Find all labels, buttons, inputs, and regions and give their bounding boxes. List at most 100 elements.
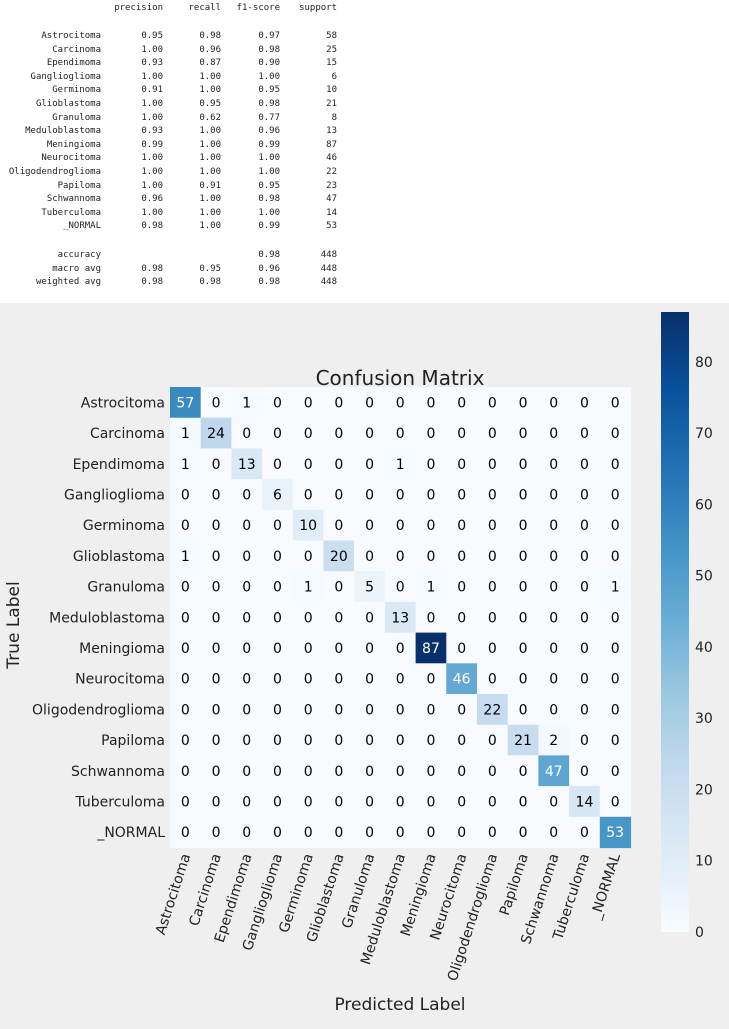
report-row-recall: 1.00 bbox=[199, 139, 221, 150]
report-summary-support: 448 bbox=[320, 263, 337, 274]
heatmap-cell-value: 0 bbox=[396, 518, 405, 534]
heatmap-cell bbox=[323, 601, 355, 634]
heatmap-cell bbox=[262, 540, 294, 572]
report-row-label: Granuloma bbox=[52, 112, 101, 123]
heatmap-cell-value: 0 bbox=[488, 487, 497, 503]
report-summary-precision: 0.98 bbox=[141, 277, 163, 288]
heatmap-cell bbox=[384, 417, 417, 449]
heatmap-cell bbox=[477, 816, 509, 849]
report-row-label: _NORMAL bbox=[63, 221, 101, 232]
heatmap-cell bbox=[354, 663, 386, 695]
heatmap-cell bbox=[262, 479, 294, 511]
heatmap-cell bbox=[538, 816, 570, 849]
heatmap-cell bbox=[569, 601, 601, 634]
report-summary-support: 448 bbox=[320, 277, 337, 288]
heatmap-cell bbox=[538, 724, 570, 756]
heatmap-cell-value: 0 bbox=[488, 764, 497, 780]
heatmap-cell-value: 0 bbox=[426, 672, 435, 688]
heatmap-cell bbox=[292, 417, 325, 449]
heatmap-cell bbox=[384, 724, 417, 756]
heatmap-cell-value: 0 bbox=[273, 641, 282, 657]
heatmap-cell bbox=[262, 694, 294, 726]
heatmap-cell-value: 0 bbox=[304, 702, 313, 718]
heatmap-cell bbox=[170, 479, 202, 511]
heatmap-cell bbox=[200, 663, 232, 695]
heatmap-cell-value: 0 bbox=[457, 487, 466, 503]
report-row-label: Astrocitoma bbox=[41, 31, 101, 41]
heatmap-cell bbox=[292, 509, 325, 542]
heatmap-cell-value: 0 bbox=[580, 672, 589, 688]
heatmap-cell bbox=[262, 387, 294, 419]
report-row-support: 53 bbox=[326, 221, 337, 232]
heatmap-cell bbox=[477, 417, 509, 449]
heatmap-cell-value: 0 bbox=[396, 426, 405, 442]
heatmap-cell-value: 0 bbox=[273, 702, 282, 718]
report-row-label: Germinoma bbox=[52, 85, 101, 96]
row-tick-label: Carcinoma bbox=[90, 426, 165, 442]
heatmap-cell-value: 0 bbox=[519, 794, 528, 810]
report-row-label: Ependimoma bbox=[46, 58, 101, 69]
heatmap-cell bbox=[477, 601, 509, 634]
heatmap-cell bbox=[292, 387, 325, 419]
heatmap-cell-value: 0 bbox=[273, 672, 282, 688]
heatmap-cell-value: 0 bbox=[426, 794, 435, 810]
heatmap-cell bbox=[354, 816, 386, 849]
heatmap-cell-value: 0 bbox=[519, 426, 528, 442]
report-row-precision: 1.00 bbox=[141, 167, 163, 177]
heatmap-cell-value: 0 bbox=[273, 825, 282, 841]
heatmap-cell bbox=[415, 694, 447, 726]
report-row-recall: 0.96 bbox=[199, 44, 221, 55]
heatmap-cell-value: 0 bbox=[212, 549, 221, 565]
heatmap-cell-value: 0 bbox=[181, 702, 190, 718]
report-row-precision: 0.93 bbox=[141, 58, 163, 69]
heatmap-cell bbox=[354, 417, 386, 449]
heatmap-cell-value: 0 bbox=[273, 395, 282, 411]
heatmap-cell-value: 0 bbox=[426, 518, 435, 534]
heatmap-cell-value: 0 bbox=[488, 641, 497, 657]
colorbar bbox=[661, 312, 689, 932]
heatmap-cell-value: 0 bbox=[212, 794, 221, 810]
heatmap-cell-value: 0 bbox=[519, 764, 528, 780]
report-row-support: 23 bbox=[326, 180, 337, 191]
report-summary-label: weighted avg bbox=[35, 277, 101, 288]
heatmap-cell-value: 0 bbox=[242, 733, 251, 749]
heatmap-cell bbox=[415, 632, 447, 664]
report-row-support: 87 bbox=[326, 139, 337, 150]
heatmap-cell bbox=[384, 509, 417, 542]
heatmap-cell bbox=[170, 540, 202, 572]
heatmap-cell-value: 0 bbox=[611, 794, 620, 810]
report-row-support: 47 bbox=[326, 194, 337, 205]
report-row-precision: 1.00 bbox=[141, 180, 163, 191]
heatmap-cell-value: 0 bbox=[365, 549, 374, 565]
row-tick-label: Meningioma bbox=[79, 641, 165, 657]
heatmap-cell bbox=[415, 755, 447, 787]
heatmap-cell bbox=[170, 509, 202, 542]
heatmap-cell-value: 0 bbox=[304, 426, 313, 442]
heatmap-cell-value: 6 bbox=[273, 487, 282, 503]
heatmap-cell-value: 0 bbox=[273, 610, 282, 626]
heatmap-cell-value: 0 bbox=[457, 549, 466, 565]
heatmap-cell bbox=[599, 816, 632, 849]
report-row-recall: 0.87 bbox=[199, 58, 221, 69]
heatmap-cell-value: 46 bbox=[453, 672, 471, 688]
report-row-recall: 1.00 bbox=[199, 167, 221, 177]
heatmap-cell-value: 1 bbox=[304, 580, 313, 596]
heatmap-cell bbox=[170, 417, 202, 449]
heatmap-cell-value: 0 bbox=[488, 457, 497, 473]
heatmap-cell-value: 0 bbox=[457, 641, 466, 657]
heatmap-cell bbox=[323, 632, 355, 664]
heatmap-cell bbox=[292, 816, 325, 849]
report-summary-f1: 0.98 bbox=[258, 277, 280, 288]
heatmap-cell bbox=[599, 387, 632, 419]
heatmap-cell bbox=[446, 786, 478, 818]
heatmap-cell bbox=[354, 786, 386, 818]
heatmap-cell bbox=[354, 632, 386, 664]
column-tick-label: Papiloma bbox=[497, 852, 532, 918]
heatmap-cell-value: 0 bbox=[549, 580, 558, 596]
heatmap-cell-value: 22 bbox=[483, 702, 501, 718]
heatmap-cell bbox=[415, 663, 447, 695]
heatmap-cell bbox=[323, 786, 355, 818]
heatmap-cell-value: 0 bbox=[488, 672, 497, 688]
heatmap-cell-value: 87 bbox=[422, 641, 440, 657]
heatmap-cell bbox=[323, 724, 355, 756]
